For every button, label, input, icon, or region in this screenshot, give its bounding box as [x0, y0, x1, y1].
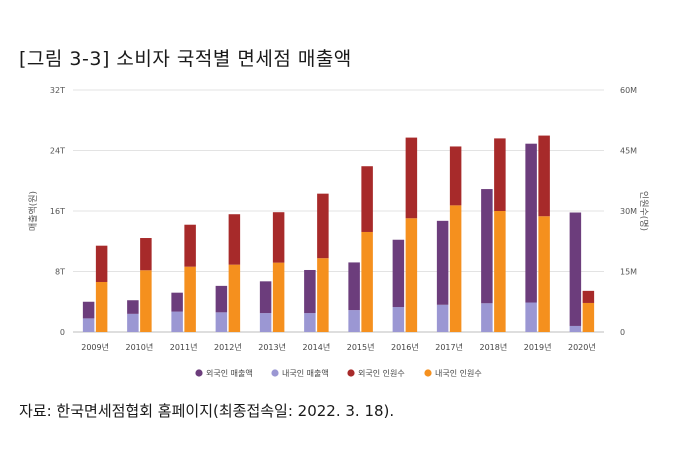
bar-sales — [436, 304, 449, 332]
y-tick-label-left: 0 — [60, 328, 65, 337]
bar-sales — [348, 310, 360, 332]
y-tick-label-right: 30M — [620, 207, 637, 216]
bar-sales — [304, 269, 316, 314]
y-axis-title-right: 인원수(명) — [638, 191, 649, 231]
x-tick-label: 2009년 — [81, 342, 109, 352]
bar-sales — [348, 262, 360, 311]
legend-label: 내국인 인원수 — [435, 368, 482, 378]
bar-sales — [82, 301, 95, 319]
x-tick-label: 2013년 — [258, 342, 286, 352]
bar-sales — [304, 313, 316, 332]
y-tick-label-right: 45M — [620, 147, 637, 156]
bar-visitors — [228, 264, 241, 332]
bar-visitors — [361, 166, 373, 232]
x-tick-label: 2012년 — [214, 342, 242, 352]
bar-visitors — [184, 266, 196, 332]
bar-sales — [127, 313, 139, 332]
bar-visitors — [95, 245, 108, 282]
y-tick-label-right: 60M — [620, 86, 637, 95]
bar-visitors — [184, 224, 196, 267]
x-tick-label: 2015년 — [347, 342, 375, 352]
x-tick-label: 2020년 — [568, 342, 596, 352]
legend-marker — [195, 369, 203, 377]
bar-sales — [215, 285, 228, 313]
x-tick-label: 2014년 — [303, 342, 331, 352]
bar-visitors — [317, 193, 329, 259]
bar-sales — [525, 302, 537, 332]
bar-sales — [215, 312, 228, 332]
source-note: 자료: 한국면세점협회 홈페이지(최종접속일: 2022. 3. 18). — [19, 402, 395, 420]
bar-sales — [171, 292, 183, 312]
bar-visitors — [405, 137, 418, 219]
y-tick-label-left: 16T — [50, 207, 65, 216]
bar-sales — [82, 318, 95, 332]
x-tick-label: 2011년 — [170, 342, 198, 352]
y-tick-label-right: 15M — [620, 268, 637, 277]
legend-label: 내국인 매출액 — [282, 368, 329, 378]
bar-sales — [259, 313, 272, 332]
bar-visitors — [449, 146, 462, 206]
bar-visitors — [272, 262, 285, 332]
bar-sales — [127, 300, 139, 314]
legend-marker — [424, 369, 432, 377]
y-tick-label-right: 0 — [620, 328, 625, 337]
legend-label: 외국인 매출액 — [206, 368, 253, 378]
bar-sales — [481, 189, 493, 304]
x-tick-label: 2010년 — [126, 342, 154, 352]
bar-visitors — [449, 205, 462, 332]
bar-visitors — [582, 290, 595, 303]
bar-visitors — [361, 231, 373, 332]
bar-visitors — [140, 238, 152, 271]
bar-visitors — [538, 216, 550, 332]
x-tick-label: 2019년 — [524, 342, 552, 352]
bar-visitors — [582, 302, 595, 332]
bar-sales — [569, 325, 582, 332]
bar-sales — [481, 303, 493, 332]
x-tick-label: 2017년 — [435, 342, 463, 352]
legend-marker — [347, 369, 355, 377]
bar-sales — [525, 143, 537, 303]
figure-title: [그림 3-3] 소비자 국적별 면세점 매출액 — [19, 48, 352, 70]
y-tick-label-left: 24T — [50, 147, 65, 156]
bar-visitors — [317, 258, 329, 332]
bar-visitors — [272, 212, 285, 263]
bar-visitors — [494, 138, 506, 211]
x-tick-label: 2018년 — [480, 342, 508, 352]
bar-sales — [171, 311, 183, 332]
legend-label: 외국인 인원수 — [358, 368, 405, 378]
bar-visitors — [538, 135, 550, 217]
bar-sales — [569, 212, 582, 326]
x-tick-label: 2016년 — [391, 342, 419, 352]
bar-visitors — [228, 214, 241, 265]
bar-visitors — [95, 281, 108, 332]
bar-sales — [392, 239, 405, 308]
bar-sales — [436, 220, 449, 305]
y-axis-title-left: 매출액(원) — [27, 191, 39, 231]
y-tick-label-left: 8T — [55, 268, 65, 277]
bar-sales — [259, 281, 272, 314]
bar-visitors — [494, 211, 506, 332]
bar-visitors — [405, 218, 418, 332]
legend-marker — [271, 369, 279, 377]
y-tick-label-left: 32T — [50, 86, 65, 95]
bar-visitors — [140, 270, 152, 332]
bar-sales — [392, 307, 405, 332]
